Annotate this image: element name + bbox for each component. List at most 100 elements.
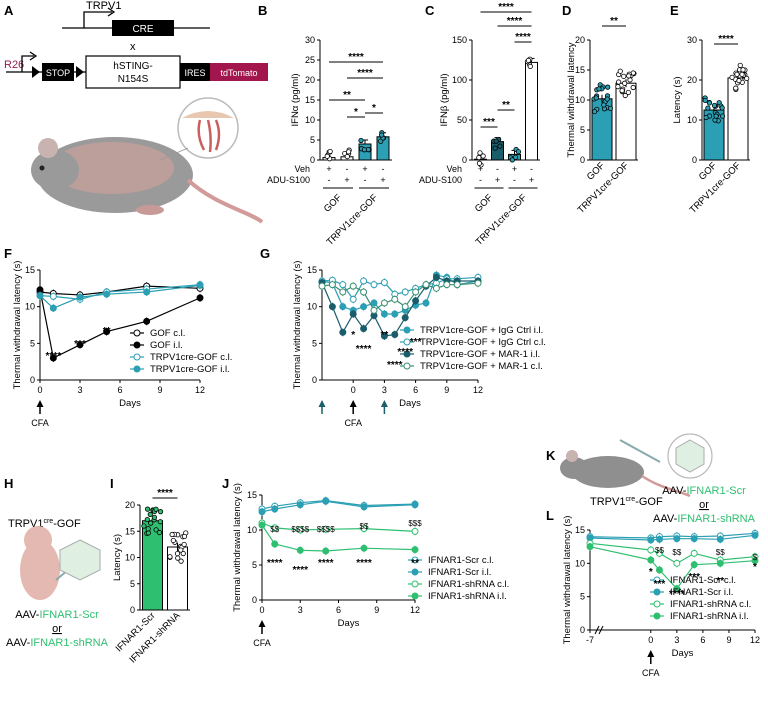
hsting-label-2: N154S [118, 74, 149, 85]
series-point [49, 292, 57, 300]
panel-k-or: or [699, 499, 709, 511]
significance-label: ** [411, 558, 419, 569]
x-tick-label: -7 [586, 635, 594, 645]
data-point [174, 550, 181, 557]
mouse-head-icon [31, 150, 79, 190]
cre-label: CRE [132, 24, 153, 35]
y-tick-label: 20 [305, 75, 315, 85]
y-tick-label: 15 [575, 525, 585, 535]
data-point [509, 157, 515, 163]
y-axis-label: Thermal withdrawal latency (s) [562, 516, 573, 645]
series-point [103, 328, 111, 336]
data-point [327, 148, 333, 155]
series-line [261, 524, 416, 552]
data-point [593, 95, 599, 101]
series-line [261, 500, 416, 513]
series-point [296, 526, 304, 534]
x-tick-label: 9 [157, 385, 162, 395]
ires-box [180, 63, 210, 81]
series-point [673, 585, 681, 593]
significance-label: * [351, 330, 355, 341]
significance-label: **** [356, 344, 372, 355]
data-point [734, 71, 740, 77]
panel-h-aav-shrna: AAV-IFNAR1-shRNA [6, 637, 109, 649]
y-tick-label: 5 [130, 579, 135, 589]
legend-label: IFNAR1-Scr i.l. [428, 567, 491, 578]
significance-label: ** [381, 330, 389, 341]
y-axis-label: Thermal withdrawal latency (s) [292, 261, 303, 390]
legend-label: IFNAR1-Scr c.l. [670, 575, 736, 586]
legend-swatch-marker [133, 329, 141, 337]
data-point [625, 89, 631, 96]
y-tick-label: 30 [687, 35, 697, 45]
data-point [596, 86, 602, 92]
series-point [76, 293, 84, 301]
row-label-veh: Veh [294, 164, 310, 174]
data-point [145, 526, 151, 532]
y-axis-label: Latency (s) [672, 77, 683, 124]
data-point [527, 63, 533, 70]
series-point [380, 332, 388, 340]
series-point [339, 281, 347, 289]
mouse-tail-icon [186, 178, 264, 224]
significance-label: **** [318, 558, 334, 569]
data-point [703, 114, 709, 121]
series-point [751, 531, 759, 539]
mouse-k-illustration: TRPV1cre-GOF AAV-IFNAR1-Scr or AAV-IFNAR… [560, 433, 756, 525]
data-point [497, 143, 503, 149]
data-point [621, 73, 627, 79]
sign-adu: + [529, 175, 534, 185]
data-point [525, 57, 532, 63]
dollar-label: $$$$ [317, 525, 335, 534]
series-point [716, 535, 724, 543]
sign-veh: + [326, 164, 331, 174]
x-tick-label: 6 [336, 605, 341, 615]
sign-veh: - [530, 164, 533, 174]
data-point [492, 145, 498, 151]
significance-label: ** [103, 326, 111, 337]
significance-label: *** [483, 117, 495, 128]
series-point [322, 525, 330, 533]
series-point [318, 282, 326, 290]
legend-swatch-marker [411, 580, 419, 588]
x-tick-label: 9 [444, 385, 449, 395]
legend-label: IFNAR1-shRNA i.l. [428, 591, 507, 602]
series-point [432, 273, 440, 281]
data-point [705, 105, 711, 111]
series-point [349, 310, 357, 318]
data-point [619, 87, 625, 94]
series-point [339, 288, 347, 296]
series-point [411, 501, 419, 509]
y-tick-label: 0 [130, 605, 135, 615]
data-point [591, 108, 598, 115]
series-point [586, 543, 594, 551]
dollar-label: $$ [655, 546, 664, 555]
panel-letter-f: F [4, 246, 12, 261]
row-label-adu: ADU-S100 [267, 175, 310, 185]
y-tick-label: 5 [580, 592, 585, 602]
series-point [443, 281, 451, 289]
legend-label: TRPV1cre-GOF i.l. [150, 364, 230, 375]
x-tick-label: 9 [374, 605, 379, 615]
group-label: GOF [322, 192, 344, 214]
event-arrowhead-icon [349, 400, 357, 407]
panel-h-aav-scr: AAV-IFNAR1-Scr [15, 609, 99, 621]
event-label: CFA [642, 668, 660, 678]
y-axis-label: IFNβ (pg/ml) [439, 74, 450, 127]
dollar-label: $ [753, 553, 758, 562]
y-tick-label: 10 [25, 302, 35, 312]
panel-a-schematic: TRPV1 CRE x R26 STOP hSTING- N154S IRES … [4, 0, 268, 89]
significance-label: * [753, 562, 757, 573]
series-point [647, 536, 655, 544]
x-axis-label: Days [399, 398, 421, 409]
significance-label: **** [267, 558, 283, 569]
series-point [411, 527, 419, 535]
data-point [729, 74, 735, 80]
panel-letter-k: K [546, 448, 556, 463]
axis-break-icon [594, 625, 604, 635]
y-axis-label: IFNα (pg/ml) [290, 74, 301, 127]
x-axis-label: Days [672, 648, 694, 659]
series-point [422, 299, 430, 307]
hsting-box [85, 55, 181, 89]
